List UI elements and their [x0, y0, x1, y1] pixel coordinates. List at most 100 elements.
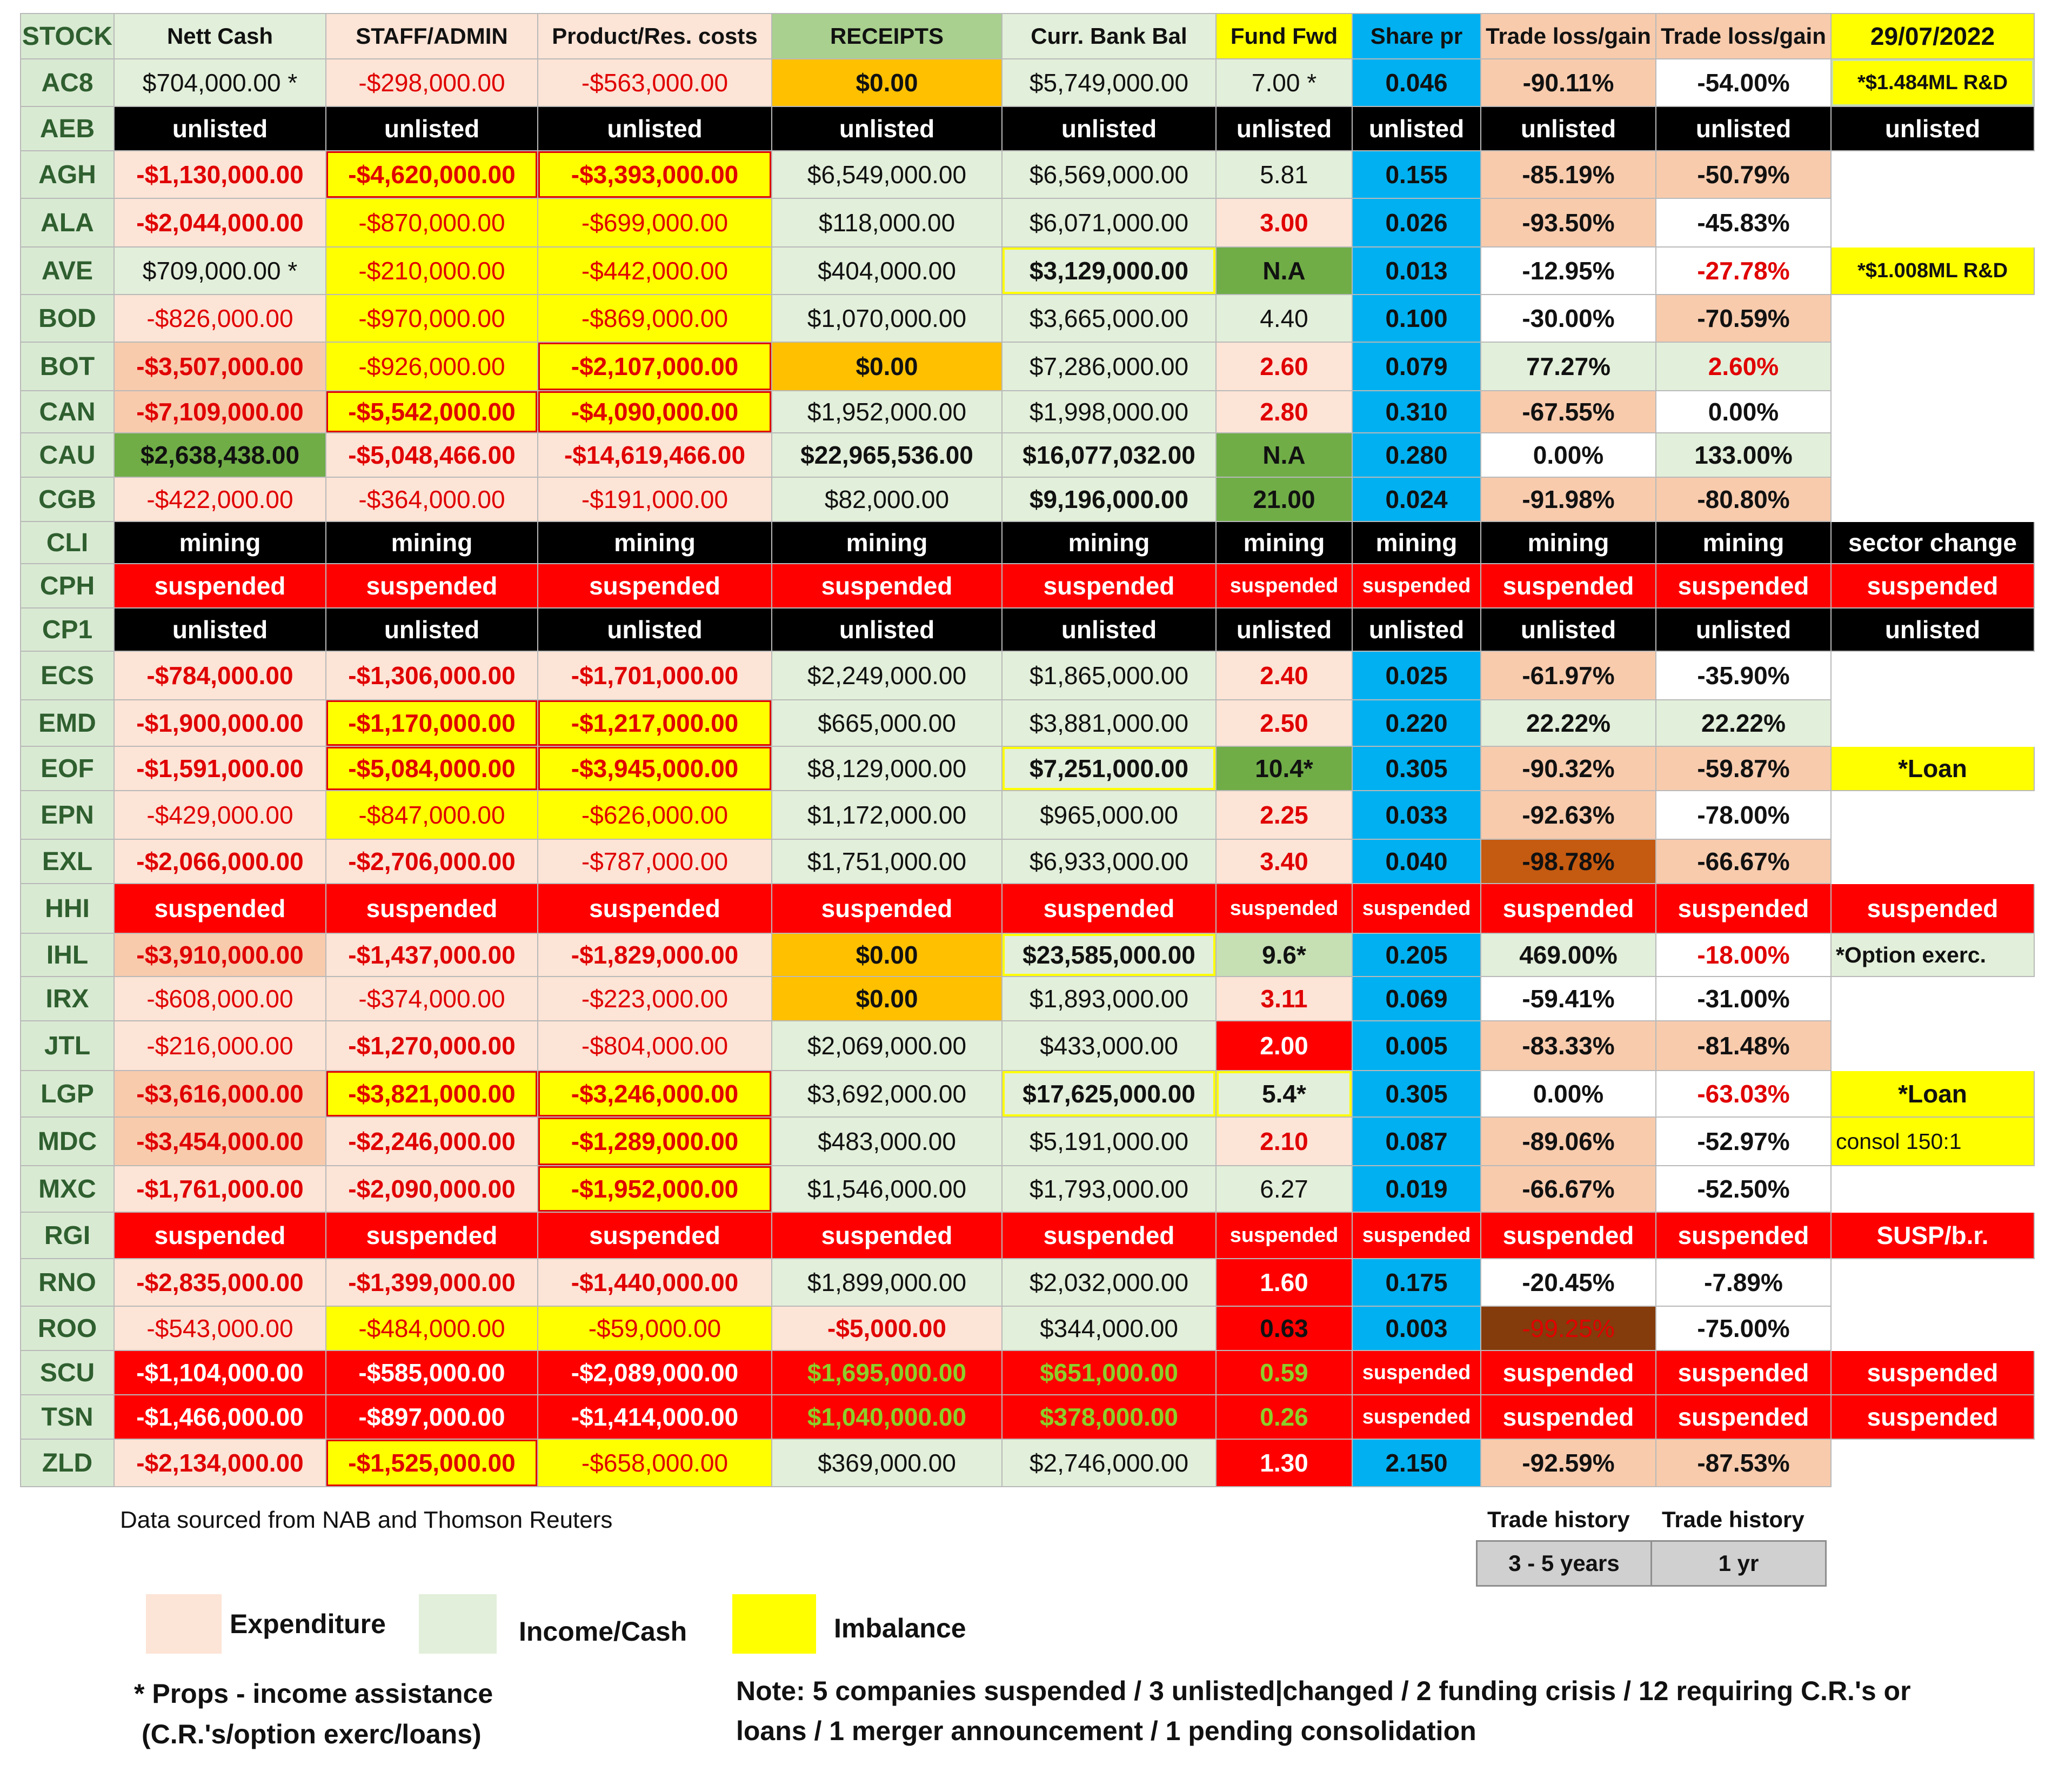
table-row-zld: ZLD -$2,134,000.00 -$1,525,000.00 -$658,000… — [21, 1439, 2034, 1487]
cell-product-res-costs: -$1,289,000.00 — [538, 1117, 772, 1166]
cell-staff-admin: -$2,090,000.00 — [326, 1166, 538, 1212]
cell-29-07-2022-note — [1831, 151, 2034, 198]
cell-29-07-2022-note: suspended — [1831, 1350, 2034, 1395]
stock-code: AEB — [21, 106, 114, 151]
cell-trade-loss-gain-1yr: -63.03% — [1656, 1071, 1831, 1117]
header-row: STOCK Nett Cash STAFF/ADMIN Product/Res. co… — [21, 14, 2034, 59]
cell-trade-loss-gain-1yr: suspended — [1656, 564, 1831, 608]
cell-product-res-costs: -$1,829,000.00 — [538, 933, 772, 977]
cell-fund-fwd: 21.00 — [1216, 477, 1352, 521]
cell-trade-loss-gain-1yr: -35.90% — [1656, 651, 1831, 700]
cell-29-07-2022-note — [1831, 433, 2034, 477]
cell-product-res-costs: -$14,619,466.00 — [538, 433, 772, 477]
cell-nett-cash: -$826,000.00 — [114, 295, 326, 342]
cell-nett-cash: -$422,000.00 — [114, 477, 326, 521]
cell-fund-fwd: 1.60 — [1216, 1259, 1352, 1306]
cell-staff-admin: -$5,542,000.00 — [326, 391, 538, 433]
cell-fund-fwd: 0.63 — [1216, 1306, 1352, 1350]
cell-share-pr: suspended — [1352, 1350, 1481, 1395]
cell-trade-loss-gain-1yr: -54.00% — [1656, 59, 1831, 106]
cell-curr-bank-bal: $3,665,000.00 — [1002, 295, 1216, 342]
stock-code: RGI — [21, 1212, 114, 1259]
stock-code: CGB — [21, 477, 114, 521]
cell-nett-cash: -$1,761,000.00 — [114, 1166, 326, 1212]
stock-code: CAN — [21, 391, 114, 433]
table-row-rno: RNO -$2,835,000.00 -$1,399,000.00 -$1,440,0… — [21, 1259, 2034, 1306]
cell-29-07-2022-note — [1831, 977, 2034, 1021]
column-header-trade-loss-gain: Trade loss/gain — [1481, 14, 1656, 59]
cell-29-07-2022-note — [1831, 295, 2034, 342]
stock-table: STOCK Nett Cash STAFF/ADMIN Product/Res. co… — [20, 13, 2035, 1487]
cell-receipts: $0.00 — [772, 59, 1002, 106]
cell-curr-bank-bal: $1,998,000.00 — [1002, 391, 1216, 433]
cell-share-pr: 0.079 — [1352, 342, 1481, 391]
table-row-exl: EXL -$2,066,000.00 -$2,706,000.00 -$787,000… — [21, 839, 2034, 884]
cell-receipts: $0.00 — [772, 933, 1002, 977]
cell-share-pr: suspended — [1352, 884, 1481, 933]
cell-fund-fwd: 9.6* — [1216, 933, 1352, 977]
cell-staff-admin: unlisted — [326, 106, 538, 151]
cell-product-res-costs: -$2,107,000.00 — [538, 342, 772, 391]
stock-code: MXC — [21, 1166, 114, 1212]
cell-receipts: unlisted — [772, 106, 1002, 151]
cell-nett-cash: suspended — [114, 884, 326, 933]
cell-staff-admin: -$298,000.00 — [326, 59, 538, 106]
cell-staff-admin: -$3,821,000.00 — [326, 1071, 538, 1117]
cell-trade-loss-gain: unlisted — [1481, 106, 1656, 151]
cell-29-07-2022-note — [1831, 1439, 2034, 1487]
cell-product-res-costs: -$2,089,000.00 — [538, 1350, 772, 1395]
cell-fund-fwd: 2.80 — [1216, 391, 1352, 433]
cell-29-07-2022-note — [1831, 1021, 2034, 1071]
cell-trade-loss-gain-1yr: -78.00% — [1656, 791, 1831, 839]
stock-code: IRX — [21, 977, 114, 1021]
cell-29-07-2022-note: *$1.484ML R&D — [1831, 59, 2034, 106]
cell-receipts: $2,249,000.00 — [772, 651, 1002, 700]
cell-trade-loss-gain: -20.45% — [1481, 1259, 1656, 1306]
column-header-trade-loss-gain: Trade loss/gain — [1656, 14, 1831, 59]
cell-curr-bank-bal: $17,625,000.00 — [1002, 1071, 1216, 1117]
cell-receipts: $1,172,000.00 — [772, 791, 1002, 839]
cell-fund-fwd: 5.81 — [1216, 151, 1352, 198]
table-row-ecs: ECS -$784,000.00 -$1,306,000.00 -$1,701,000… — [21, 651, 2034, 700]
cell-product-res-costs: -$1,701,000.00 — [538, 651, 772, 700]
cell-nett-cash: $704,000.00 * — [114, 59, 326, 106]
cell-trade-loss-gain-1yr: 22.22% — [1656, 700, 1831, 746]
cell-fund-fwd: 1.30 — [1216, 1439, 1352, 1487]
cell-share-pr: 0.220 — [1352, 700, 1481, 746]
cell-product-res-costs: -$1,440,000.00 — [538, 1259, 772, 1306]
cell-share-pr: 0.087 — [1352, 1117, 1481, 1166]
cell-curr-bank-bal: suspended — [1002, 884, 1216, 933]
cell-trade-loss-gain: -59.41% — [1481, 977, 1656, 1021]
cell-staff-admin: -$1,306,000.00 — [326, 651, 538, 700]
cell-product-res-costs: suspended — [538, 1212, 772, 1259]
table-row-epn: EPN -$429,000.00 -$847,000.00 -$626,000.00 $… — [21, 791, 2034, 839]
cell-29-07-2022-note: *$1.008ML R&D — [1831, 247, 2034, 295]
stock-code: ALA — [21, 198, 114, 247]
cell-curr-bank-bal: $5,749,000.00 — [1002, 59, 1216, 106]
cell-curr-bank-bal: $3,881,000.00 — [1002, 700, 1216, 746]
cell-share-pr: 0.069 — [1352, 977, 1481, 1021]
cell-curr-bank-bal: $2,746,000.00 — [1002, 1439, 1216, 1487]
cell-receipts: $6,549,000.00 — [772, 151, 1002, 198]
stock-code: LGP — [21, 1071, 114, 1117]
cell-nett-cash: -$543,000.00 — [114, 1306, 326, 1350]
table-row-roo: ROO -$543,000.00 -$484,000.00 -$59,000.00 -$… — [21, 1306, 2034, 1350]
cell-fund-fwd: 2.50 — [1216, 700, 1352, 746]
column-header-stock: STOCK — [21, 14, 114, 59]
column-header-share-pr: Share pr — [1352, 14, 1481, 59]
cell-curr-bank-bal: mining — [1002, 521, 1216, 564]
cell-product-res-costs: -$804,000.00 — [538, 1021, 772, 1071]
cell-staff-admin: -$970,000.00 — [326, 295, 538, 342]
cell-fund-fwd: 2.10 — [1216, 1117, 1352, 1166]
stock-code: MDC — [21, 1117, 114, 1166]
cell-curr-bank-bal: $378,000.00 — [1002, 1395, 1216, 1439]
cell-trade-loss-gain-1yr: 2.60% — [1656, 342, 1831, 391]
cell-29-07-2022-note — [1831, 1166, 2034, 1212]
cell-product-res-costs: -$3,246,000.00 — [538, 1071, 772, 1117]
stock-code: EXL — [21, 839, 114, 884]
column-header-staff-admin: STAFF/ADMIN — [326, 14, 538, 59]
cell-nett-cash: -$7,109,000.00 — [114, 391, 326, 433]
props-note-line1: * Props - income assistance — [134, 1678, 493, 1709]
table-row-mxc: MXC -$1,761,000.00 -$2,090,000.00 -$1,952,0… — [21, 1166, 2034, 1212]
table-row-bot: BOT -$3,507,000.00 -$926,000.00 -$2,107,000… — [21, 342, 2034, 391]
